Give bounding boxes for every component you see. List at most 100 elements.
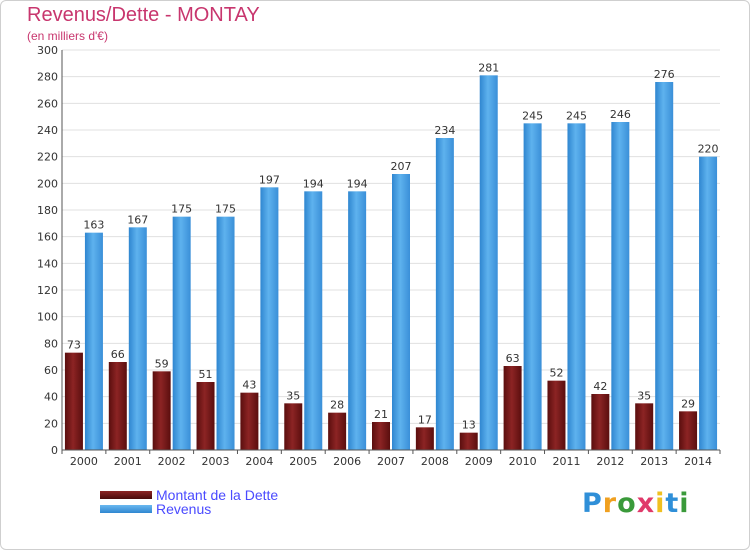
legend-swatch-dette — [100, 491, 152, 499]
bar-dette — [503, 366, 522, 450]
value-label-dette: 17 — [418, 413, 432, 426]
bar-dette — [679, 411, 698, 450]
legend-label-revenus: Revenus — [156, 501, 212, 517]
x-tick-label: 2004 — [245, 455, 273, 468]
y-tick-label: 40 — [44, 391, 58, 404]
y-tick-label: 280 — [37, 71, 58, 84]
bar-dette — [372, 422, 390, 450]
bar-revenus — [348, 191, 367, 451]
y-tick-label: 300 — [37, 44, 58, 57]
value-label-dette: 21 — [374, 408, 388, 421]
bar-dette — [284, 403, 303, 450]
y-tick-label: 140 — [37, 257, 58, 270]
value-label-dette: 29 — [681, 397, 695, 410]
logo-letter: o — [617, 488, 637, 519]
legend-item-revenus: Revenus — [100, 501, 211, 517]
value-label-dette: 35 — [286, 389, 300, 402]
value-label-revenus: 175 — [171, 203, 192, 216]
legend-label-dette: Montant de la Dette — [156, 487, 279, 503]
bar-dette — [152, 371, 171, 450]
value-labels: 73 163 66 167 59 175 51 175 43 197 35 194 28 194 21 207… — [67, 61, 719, 431]
bar-revenus — [699, 156, 718, 450]
value-label-dette: 35 — [637, 389, 651, 402]
x-tick-label: 2014 — [684, 455, 712, 468]
value-label-revenus: 194 — [303, 177, 324, 190]
y-tick-label: 100 — [37, 311, 58, 324]
x-tick-label: 2009 — [465, 455, 493, 468]
value-label-revenus: 245 — [566, 109, 587, 122]
x-tick-label: 2011 — [552, 455, 580, 468]
y-axis-ticks: 0 20 40 60 80 100 120 140 160 180 200 220 240 260 280 3… — [37, 44, 58, 457]
value-label-dette: 51 — [199, 368, 213, 381]
chart-title: Revenus/Dette - MONTAY — [27, 4, 260, 26]
x-tick-label: 2007 — [377, 455, 405, 468]
value-label-revenus: 197 — [259, 173, 280, 186]
bar-revenus — [392, 174, 410, 450]
value-label-revenus: 175 — [215, 203, 236, 216]
value-label-dette: 43 — [242, 379, 256, 392]
bar-revenus — [523, 123, 542, 450]
value-label-revenus: 234 — [434, 124, 455, 137]
x-tick-label: 2010 — [509, 455, 537, 468]
x-tick-label: 2013 — [640, 455, 668, 468]
bar-dette — [547, 380, 566, 450]
chart-subtitle: (en milliers d'€) — [27, 29, 108, 43]
y-tick-label: 200 — [37, 177, 58, 190]
grid-layer — [62, 49, 720, 451]
value-label-dette: 52 — [549, 367, 563, 380]
bar-revenus — [567, 123, 586, 450]
value-label-revenus: 245 — [522, 109, 543, 122]
bar-dette — [108, 362, 127, 450]
x-tick-label: 2012 — [596, 455, 624, 468]
bars — [64, 75, 718, 451]
bar-dette — [196, 382, 215, 450]
x-tick-label: 2008 — [421, 455, 449, 468]
value-label-dette: 13 — [462, 419, 476, 432]
bar-revenus — [128, 227, 147, 450]
x-axis-ticks: 2000 2001 2002 2003 2004 2005 2006 2007 2008 2009… — [61, 450, 721, 468]
x-tick-label: 2000 — [70, 455, 98, 468]
y-tick-label: 0 — [51, 444, 58, 457]
x-tick-label: 2001 — [114, 455, 142, 468]
value-label-dette: 73 — [67, 339, 81, 352]
bar-dette — [591, 394, 610, 450]
y-tick-label: 120 — [37, 284, 58, 297]
y-tick-label: 60 — [44, 364, 58, 377]
value-label-revenus: 207 — [391, 160, 412, 173]
logo-letter: i — [655, 488, 666, 519]
value-label-dette: 63 — [506, 352, 520, 365]
bar-revenus — [479, 75, 498, 450]
y-tick-label: 80 — [44, 337, 58, 350]
value-label-dette: 28 — [330, 399, 344, 412]
value-label-revenus: 220 — [698, 143, 719, 156]
x-tick-label: 2003 — [202, 455, 230, 468]
bar-dette — [635, 403, 654, 450]
y-tick-label: 180 — [37, 204, 58, 217]
value-label-dette: 66 — [111, 348, 125, 361]
bar-dette — [459, 432, 478, 450]
value-label-revenus: 276 — [654, 68, 675, 81]
bar-revenus — [172, 216, 191, 450]
value-label-revenus: 167 — [127, 213, 148, 226]
proxiti-logo: Proxiti — [582, 488, 690, 519]
bar-revenus — [435, 138, 454, 450]
bar-dette — [328, 412, 347, 450]
y-tick-label: 240 — [37, 124, 58, 137]
value-label-dette: 59 — [155, 357, 169, 370]
logo-letter: i — [679, 488, 690, 519]
bar-dette — [240, 392, 259, 450]
legend-item-dette: Montant de la Dette — [100, 487, 278, 503]
bar-revenus — [655, 82, 674, 450]
bar-dette — [64, 352, 83, 450]
value-label-revenus: 281 — [478, 61, 499, 74]
legend-swatch-revenus — [100, 505, 152, 513]
x-tick-label: 2006 — [333, 455, 361, 468]
y-tick-label: 20 — [44, 417, 58, 430]
y-tick-label: 220 — [37, 151, 58, 164]
bar-revenus — [216, 216, 235, 450]
logo-letter: P — [582, 488, 603, 519]
value-label-dette: 42 — [593, 380, 607, 393]
logo-letter: t — [665, 488, 680, 519]
x-tick-label: 2005 — [289, 455, 317, 468]
